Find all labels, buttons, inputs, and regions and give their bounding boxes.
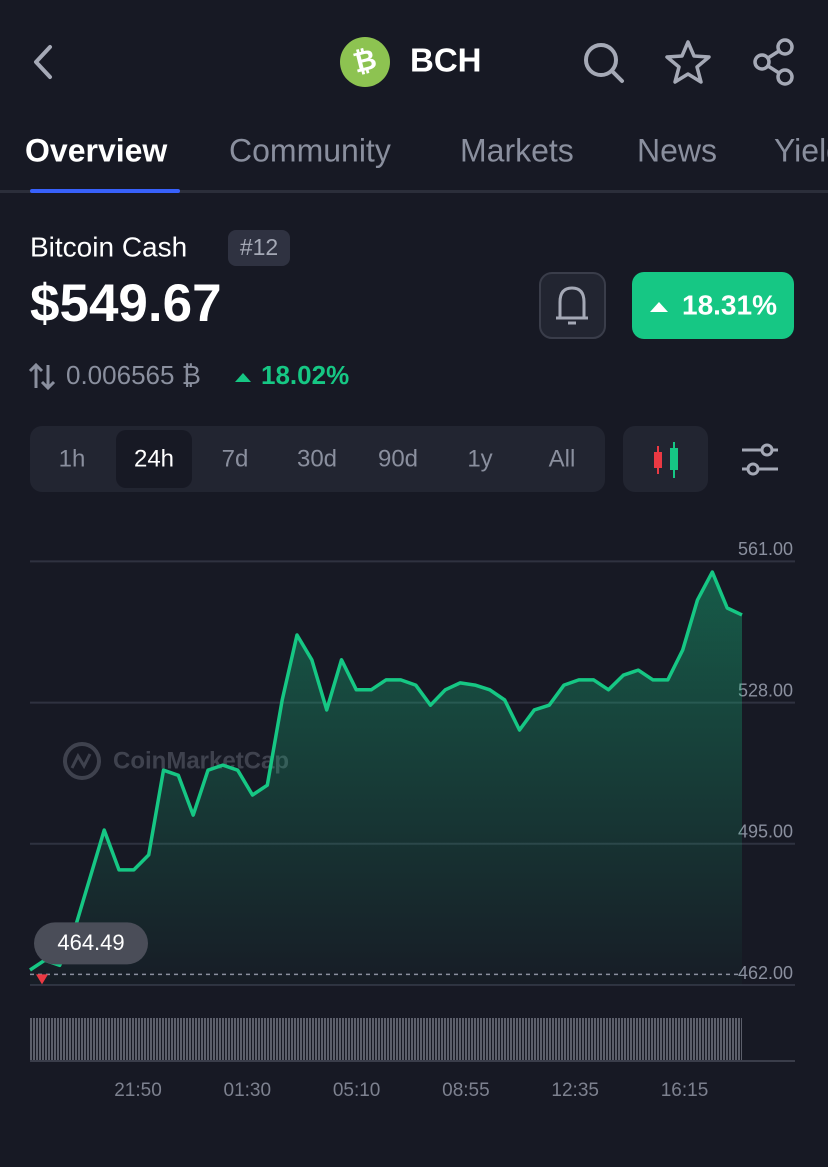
x-tick-label: 05:10: [333, 1080, 381, 1101]
symbol: BCH: [410, 42, 482, 79]
timeframe-option[interactable]: 30d: [297, 445, 337, 472]
reference-label: 464.49: [57, 930, 124, 955]
tab[interactable]: News: [637, 132, 717, 168]
bell-icon: [556, 286, 588, 325]
volume-bars: [30, 1018, 742, 1061]
btc-change: 18.02%: [261, 360, 349, 390]
y-tick-label: 495.00: [738, 822, 793, 842]
price-area: [30, 572, 742, 985]
y-tick-label: 462.00: [738, 963, 793, 983]
timeframe-option[interactable]: 1h: [59, 445, 86, 472]
volume-baseline: [30, 1060, 795, 1062]
candle-icon: [654, 442, 678, 478]
x-tick-label: 01:30: [224, 1080, 272, 1101]
x-tick-label: 12:35: [551, 1080, 599, 1101]
change-pill: [632, 272, 794, 339]
timeframe-option[interactable]: 24h: [134, 445, 174, 472]
candle-toggle[interactable]: [623, 426, 708, 492]
tab[interactable]: Overview: [25, 132, 167, 168]
watermark-text: CoinMarketCap: [113, 747, 289, 774]
tab-divider: [0, 190, 828, 193]
rank-badge: [228, 230, 290, 266]
up-arrow: [650, 302, 668, 312]
btc-up-arrow: [235, 373, 251, 382]
watermark: CoinMarketCap: [63, 742, 289, 780]
btc-price: 0.006565 ₿: [66, 360, 201, 390]
tab[interactable]: Markets: [460, 132, 574, 168]
y-tick-label: 561.00: [738, 539, 793, 559]
watchlist-button[interactable]: [665, 40, 711, 84]
coin-logo: [340, 37, 390, 87]
tab[interactable]: Yield: [774, 132, 828, 168]
price-change: 18.31%: [682, 289, 777, 320]
y-tick-label: 528.00: [738, 680, 793, 700]
tab-bar: Overview Community Markets News Yield: [25, 132, 828, 168]
timeframe-option[interactable]: 7d: [222, 445, 249, 472]
timeframe-group: 1h 24h 7d 30d 90d 1y All: [59, 430, 576, 488]
price-line: [29, 570, 743, 972]
x-tick-label: 16:15: [661, 1080, 709, 1101]
price-chart: 561.00 528.00 495.00 462.00 464.49 21:50 01:30…: [29, 539, 795, 1101]
reference-bubble: [34, 922, 148, 965]
search-button[interactable]: [584, 43, 624, 83]
settings-button[interactable]: [742, 443, 778, 476]
x-tick-label: 08:55: [442, 1080, 490, 1101]
tab-indicator: [30, 189, 180, 193]
tab[interactable]: Community: [229, 132, 391, 168]
open-marker: [36, 974, 48, 985]
timeframe-option[interactable]: 1y: [467, 445, 492, 472]
timeframe-option[interactable]: All: [549, 445, 576, 472]
x-tick-label: 21:50: [114, 1080, 162, 1101]
back-button[interactable]: [34, 45, 52, 79]
coin-name: Bitcoin Cash: [30, 231, 187, 262]
alert-button[interactable]: [539, 272, 606, 339]
convert-icon: [28, 362, 56, 391]
timeframe-selected: [116, 430, 192, 488]
share-button[interactable]: [753, 38, 794, 86]
timeframe-option[interactable]: 90d: [378, 445, 418, 472]
rank: #12: [240, 234, 278, 260]
price: $549.67: [30, 274, 222, 333]
